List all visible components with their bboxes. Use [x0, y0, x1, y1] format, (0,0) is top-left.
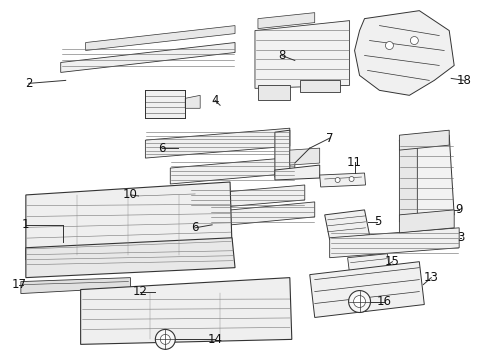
Circle shape — [155, 329, 175, 349]
Polygon shape — [145, 90, 185, 118]
Polygon shape — [254, 21, 349, 88]
Polygon shape — [21, 278, 130, 293]
Text: 10: 10 — [123, 188, 138, 202]
Polygon shape — [274, 130, 289, 177]
Text: 13: 13 — [423, 271, 438, 284]
Text: 16: 16 — [376, 295, 391, 308]
Text: 11: 11 — [346, 156, 361, 168]
Polygon shape — [85, 26, 235, 50]
Polygon shape — [399, 210, 453, 233]
Polygon shape — [299, 80, 339, 92]
Text: 8: 8 — [278, 49, 285, 62]
Text: 6: 6 — [158, 141, 166, 155]
Text: 7: 7 — [325, 132, 333, 145]
Text: 12: 12 — [133, 285, 147, 298]
Text: 3: 3 — [457, 231, 464, 244]
Text: 6: 6 — [191, 221, 199, 234]
Polygon shape — [354, 11, 453, 95]
Circle shape — [334, 177, 340, 183]
Circle shape — [160, 334, 170, 345]
Text: 18: 18 — [456, 74, 470, 87]
Polygon shape — [309, 262, 424, 318]
Polygon shape — [170, 157, 294, 184]
Polygon shape — [258, 13, 314, 28]
Polygon shape — [138, 188, 195, 204]
Polygon shape — [399, 135, 453, 220]
Polygon shape — [347, 254, 388, 274]
Circle shape — [348, 176, 353, 181]
Polygon shape — [81, 278, 291, 345]
Circle shape — [353, 296, 365, 307]
Text: 1: 1 — [22, 218, 30, 231]
Polygon shape — [289, 148, 319, 165]
Circle shape — [409, 37, 417, 45]
Polygon shape — [324, 210, 369, 240]
Polygon shape — [185, 95, 200, 108]
Circle shape — [348, 291, 370, 312]
Polygon shape — [190, 185, 304, 210]
Polygon shape — [399, 138, 416, 222]
Text: 5: 5 — [373, 215, 380, 228]
Text: 4: 4 — [211, 94, 219, 107]
Polygon shape — [145, 128, 289, 158]
Polygon shape — [61, 42, 235, 72]
Circle shape — [385, 41, 393, 50]
Text: 2: 2 — [25, 77, 33, 90]
Text: 14: 14 — [207, 333, 222, 346]
Polygon shape — [319, 173, 365, 187]
Polygon shape — [26, 182, 232, 260]
Text: 9: 9 — [454, 203, 462, 216]
Polygon shape — [26, 238, 235, 278]
Polygon shape — [274, 165, 319, 180]
Polygon shape — [329, 228, 458, 258]
Text: 17: 17 — [11, 278, 26, 291]
Polygon shape — [210, 202, 314, 227]
Text: 15: 15 — [384, 255, 399, 268]
Polygon shape — [258, 85, 289, 100]
Polygon shape — [399, 130, 448, 150]
